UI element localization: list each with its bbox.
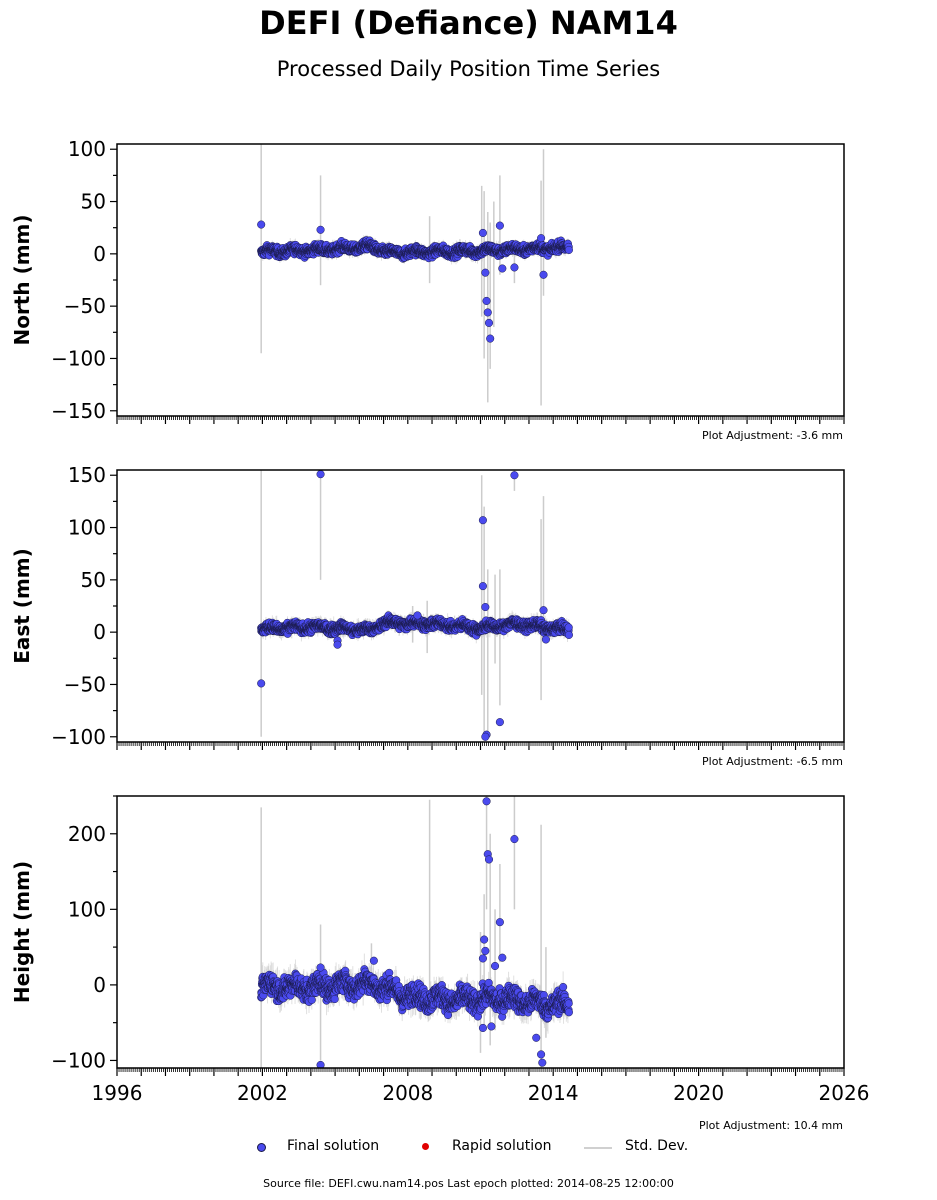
north-final-points	[257, 220, 573, 343]
north-ytick-label: 50	[81, 190, 106, 214]
east-stddev-bars	[260, 470, 570, 737]
north-ytick-label: 0	[93, 242, 106, 266]
north-ytick-label: −150	[51, 399, 106, 423]
north-outlier-point	[539, 270, 548, 279]
north-frame	[116, 143, 845, 417]
north-outlier-point	[510, 263, 519, 272]
north-plot-area	[257, 144, 573, 406]
north-ytick-label: −100	[51, 346, 106, 370]
north-outlier-point	[495, 221, 504, 230]
north-outlier-point	[478, 228, 487, 237]
north-stddev-bars	[260, 144, 570, 406]
north-outlier-point	[486, 334, 495, 343]
north-outlier-point	[537, 234, 546, 243]
north-xaxis	[116, 416, 845, 424]
north-ytick-label: −50	[64, 294, 106, 318]
north-outlier-point	[484, 318, 494, 327]
north-yaxis: −150 −100 −50 0 50 100	[51, 137, 117, 423]
north-outlier-point	[498, 264, 507, 273]
north-outlier-point	[316, 225, 325, 234]
north-point	[564, 245, 573, 254]
east-final-points	[257, 470, 573, 741]
east-plot-area	[257, 470, 573, 741]
north-panel: −150 −100 −50 0 50 100	[51, 137, 845, 424]
north-outlier-point	[483, 308, 492, 317]
north-ytick-label: 100	[68, 137, 106, 161]
north-outlier-point	[482, 296, 491, 305]
north-outlier-point	[481, 268, 490, 277]
north-outlier-point	[257, 220, 266, 229]
